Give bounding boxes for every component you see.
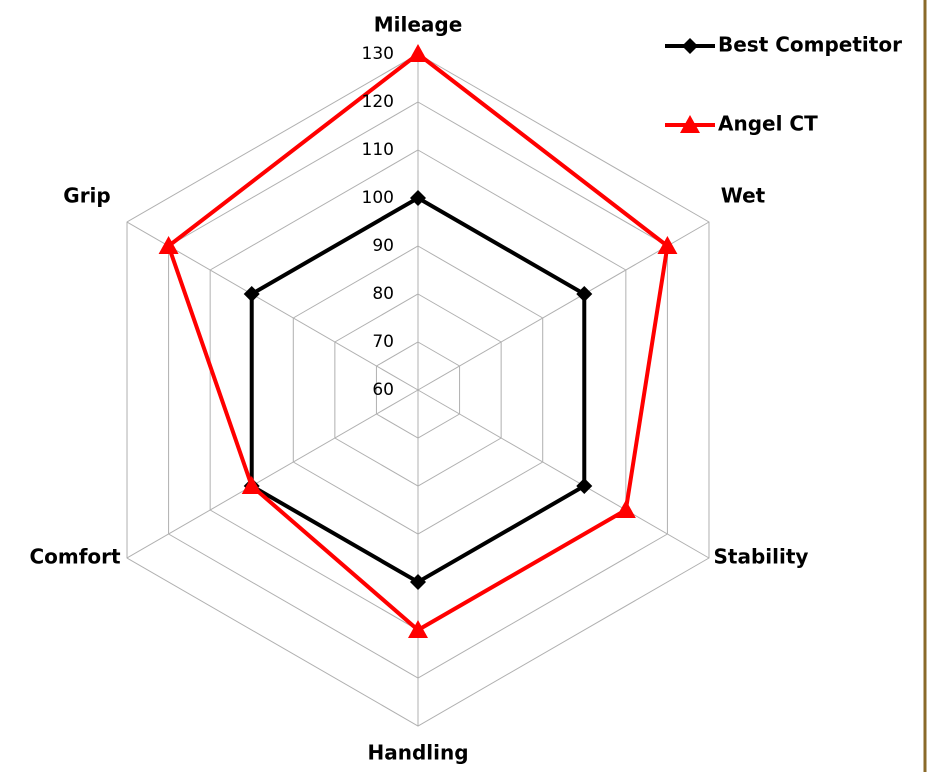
marker-diamond — [410, 190, 426, 206]
r-tick-label: 100 — [362, 188, 394, 208]
r-tick-label: 120 — [362, 92, 394, 112]
marker-triangle — [615, 500, 636, 518]
category-label: Comfort — [29, 545, 121, 569]
category-label: Wet — [721, 184, 766, 208]
marker-diamond — [576, 478, 593, 494]
spoke — [417, 389, 710, 559]
category-label: Handling — [367, 741, 468, 765]
category-label: Grip — [63, 184, 110, 208]
legend-label: Best Competitor — [718, 33, 902, 57]
plot — [158, 44, 678, 638]
r-tick-label: 70 — [372, 332, 394, 352]
marker-diamond — [682, 38, 698, 54]
marker-triangle — [241, 476, 262, 494]
category-label: Stability — [714, 545, 809, 569]
marker-triangle — [680, 115, 700, 133]
r-tick-label: 80 — [372, 284, 394, 304]
spoke — [126, 389, 419, 559]
marker-triangle — [408, 620, 428, 638]
r-tick-label: 130 — [362, 44, 394, 64]
marker-triangle — [158, 236, 179, 254]
marker-diamond — [243, 286, 260, 302]
r-tick-label: 110 — [362, 140, 394, 160]
r-tick-label: 60 — [372, 380, 394, 400]
marker-diamond — [410, 574, 426, 590]
marker-diamond — [576, 286, 593, 302]
marker-triangle — [408, 44, 428, 62]
legend-label: Angel CT — [718, 112, 818, 136]
category-label: Mileage — [374, 13, 463, 37]
marker-triangle — [657, 236, 678, 254]
r-tick-label: 90 — [372, 236, 394, 256]
